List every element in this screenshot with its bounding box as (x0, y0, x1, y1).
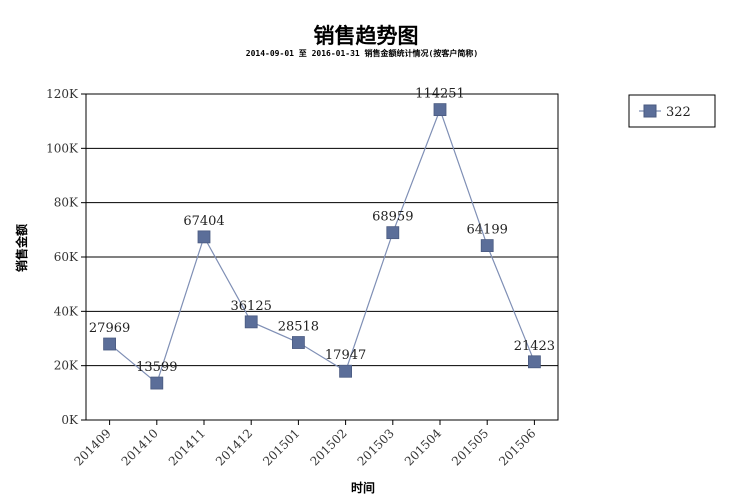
data-point (150, 376, 164, 390)
data-label: 27969 (89, 321, 130, 336)
y-tick-label: 40K (54, 304, 79, 318)
chart-subtitle: 2014-09-01 至 2016-01-31 销售金额统计情况(按客户简称) (246, 48, 478, 58)
data-point (480, 239, 494, 252)
y-tick-label: 20K (54, 359, 79, 373)
data-label: 17947 (325, 348, 366, 363)
chart-title: 销售趋势图 (314, 24, 419, 48)
y-tick-label: 120K (46, 87, 79, 101)
legend: 322 (628, 94, 716, 128)
data-label: 36125 (231, 299, 272, 314)
x-tick-label: 201501 (260, 426, 302, 468)
x-axis-title: 时间 (351, 480, 375, 495)
y-tick-label: 0K (61, 413, 79, 427)
y-tick-label: 100K (46, 141, 79, 155)
data-label: 68959 (372, 210, 413, 225)
legend-marker (643, 104, 657, 118)
x-tick-label: 201412 (213, 426, 255, 468)
data-label: 13599 (136, 360, 177, 375)
data-label: 64199 (467, 223, 508, 238)
data-point (386, 226, 400, 240)
data-label: 114251 (415, 87, 465, 102)
data-point (244, 315, 258, 329)
data-label: 67404 (183, 214, 224, 229)
data-label: 21423 (514, 339, 555, 354)
x-tick-label: 201502 (307, 426, 349, 468)
data-point (197, 230, 211, 244)
x-tick-label: 201411 (166, 426, 208, 468)
data-point (433, 103, 447, 117)
data-point (103, 337, 116, 351)
series-line (109, 107, 535, 385)
y-tick-label: 80K (54, 196, 79, 210)
y-tick-label: 60K (54, 250, 79, 264)
data-point (291, 336, 305, 349)
data-label: 28518 (278, 320, 319, 335)
x-tick-label: 201504 (402, 426, 445, 469)
x-tick-label: 201409 (71, 426, 113, 468)
x-tick-label: 201410 (119, 426, 161, 468)
data-point (528, 355, 541, 369)
y-axis-title: 销售金额 (14, 224, 29, 272)
x-tick-label: 201506 (496, 426, 538, 468)
data-point (339, 364, 353, 378)
x-tick-label: 201505 (449, 426, 491, 468)
legend-label: 322 (666, 105, 691, 120)
x-tick-label: 201503 (355, 426, 397, 468)
